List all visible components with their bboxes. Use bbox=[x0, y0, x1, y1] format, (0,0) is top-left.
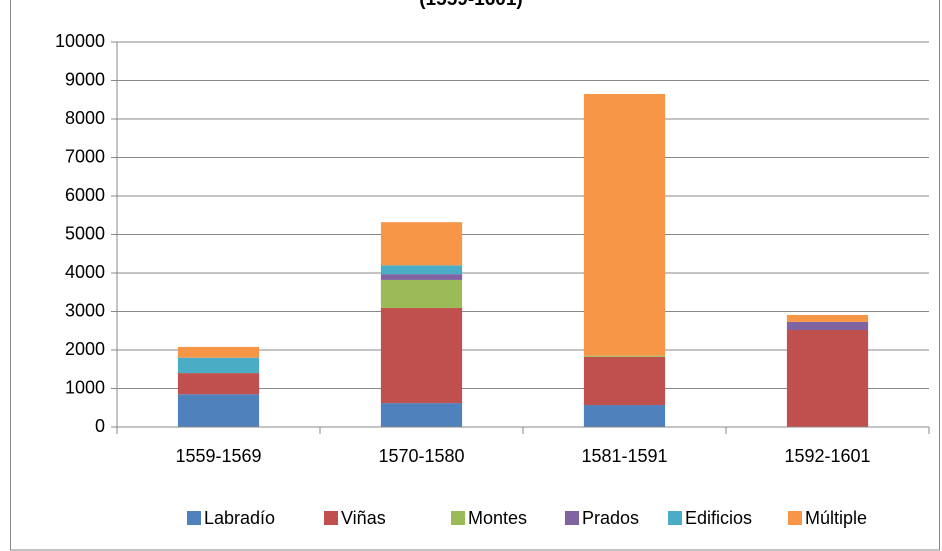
x-tick-label: 1592-1601 bbox=[784, 446, 870, 466]
legend-label: Labradío bbox=[204, 508, 275, 528]
x-tick-label: 1570-1580 bbox=[378, 446, 464, 466]
legend-swatch bbox=[668, 511, 682, 525]
bar-segment bbox=[177, 394, 260, 427]
y-tick-label: 3000 bbox=[65, 300, 105, 320]
legend-swatch bbox=[187, 511, 201, 525]
chart-frame bbox=[10, 0, 940, 551]
bar-segment bbox=[380, 403, 463, 427]
bar-segment bbox=[583, 93, 666, 356]
bar-segment bbox=[786, 329, 869, 427]
bar-segment bbox=[177, 373, 260, 395]
y-tick-label: 8000 bbox=[65, 108, 105, 128]
bar-segment bbox=[380, 222, 463, 266]
bar-segment bbox=[380, 279, 463, 309]
y-tick-label: 5000 bbox=[65, 223, 105, 243]
legend-label: Múltiple bbox=[805, 508, 867, 528]
bar-segment bbox=[380, 265, 463, 275]
bar-segment bbox=[177, 346, 260, 358]
x-tick-label: 1581-1591 bbox=[581, 446, 667, 466]
bar-segment bbox=[177, 357, 260, 374]
chart-title: (1559-1601) bbox=[419, 0, 523, 10]
legend-swatch bbox=[565, 511, 579, 525]
legend-swatch bbox=[451, 511, 465, 525]
bar-segment bbox=[583, 356, 666, 406]
legend-label: Montes bbox=[468, 508, 527, 528]
legend-label: Viñas bbox=[341, 508, 386, 528]
y-tick-label: 4000 bbox=[65, 262, 105, 282]
y-tick-label: 2000 bbox=[65, 339, 105, 359]
legend-swatch bbox=[324, 511, 338, 525]
bar-segment bbox=[380, 274, 463, 280]
y-tick-label: 9000 bbox=[65, 69, 105, 89]
bar-segment bbox=[380, 308, 463, 404]
legend-swatch bbox=[788, 511, 802, 525]
bar-segment bbox=[583, 405, 666, 427]
legend-label: Edificios bbox=[685, 508, 752, 528]
y-tick-label: 10000 bbox=[55, 31, 105, 51]
bar-segment bbox=[583, 355, 666, 357]
y-tick-label: 0 bbox=[95, 416, 105, 436]
bar-segment bbox=[786, 314, 869, 322]
y-tick-label: 1000 bbox=[65, 377, 105, 397]
y-tick-label: 7000 bbox=[65, 146, 105, 166]
bar-segment bbox=[786, 321, 869, 330]
legend-label: Prados bbox=[582, 508, 639, 528]
y-tick-label: 6000 bbox=[65, 185, 105, 205]
x-tick-label: 1559-1569 bbox=[175, 446, 261, 466]
